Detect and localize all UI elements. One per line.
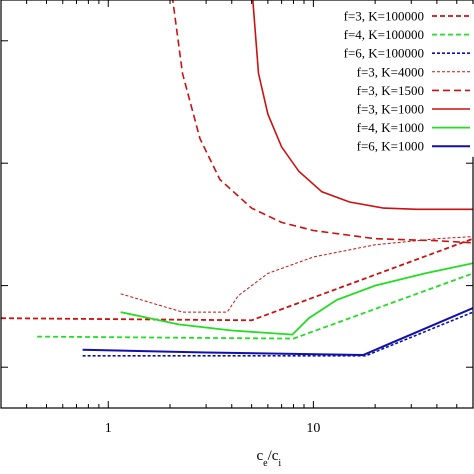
series-line-2: [37, 272, 473, 340]
series-line-1: [1, 237, 473, 322]
series-line-6: [252, 0, 473, 211]
series-layer: [1, 0, 473, 357]
plot-frame: [0, 0, 474, 409]
x-axis-label: ce/ci: [256, 448, 281, 469]
series-line-5: [171, 0, 473, 244]
x-tick-label: 1: [105, 421, 112, 436]
legend-label-6: f=3, K=1000: [357, 102, 424, 117]
legend-background: [322, 4, 474, 157]
legend-label-3: f=6, K=100000: [344, 46, 424, 61]
x-axis-label-main: c: [256, 448, 263, 464]
legend-label-4: f=3, K=4000: [357, 64, 424, 79]
series-line-8: [82, 307, 473, 357]
x-axis-label-slash: /c: [268, 448, 279, 464]
series-line-7: [120, 262, 473, 336]
legend-label-7: f=4, K=1000: [357, 120, 424, 135]
x-axis-label-sub1: e: [263, 458, 268, 469]
legend: f=3, K=100000 f=4, K=100000 f=6, K=100000 f…: [322, 4, 474, 157]
series-line-4: [120, 236, 473, 313]
x-axis-label-sub2: i: [278, 458, 281, 469]
legend-label-1: f=3, K=100000: [344, 9, 424, 24]
legend-label-2: f=4, K=100000: [344, 27, 424, 42]
ticks-layer: 1 10: [0, 0, 474, 436]
legend-label-8: f=6, K=1000: [357, 139, 424, 154]
series-line-3: [82, 311, 473, 357]
x-tick-label: 10: [306, 421, 320, 436]
legend-label-5: f=3, K=1500: [357, 83, 424, 98]
